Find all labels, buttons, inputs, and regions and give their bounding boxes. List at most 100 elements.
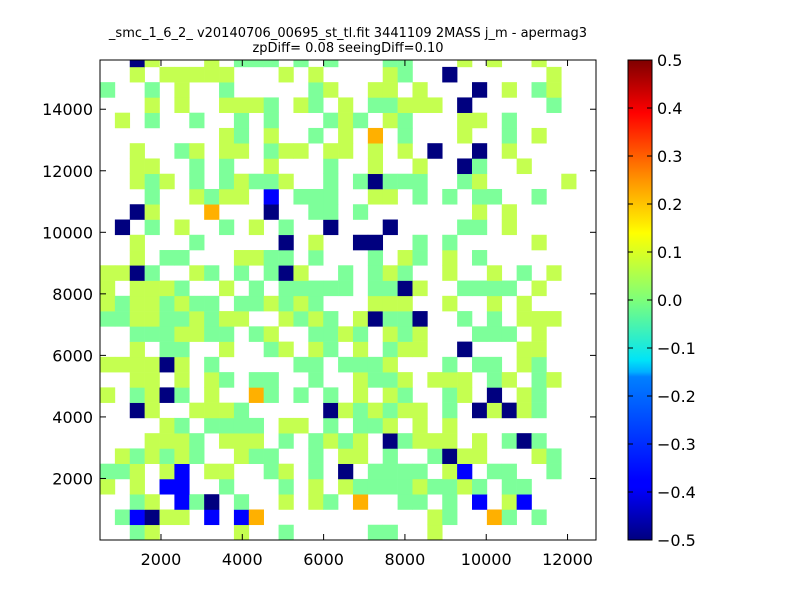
heatmap-cell	[100, 356, 116, 373]
heatmap-cell	[174, 372, 190, 388]
heatmap-cell	[412, 478, 428, 495]
heatmap-cell	[382, 402, 398, 419]
y-tick-label: 6000	[52, 346, 93, 365]
heatmap-cell	[486, 265, 503, 281]
heatmap-cell	[457, 372, 473, 388]
heatmap-cell	[501, 204, 517, 220]
heatmap-cell	[352, 402, 369, 419]
heatmap-cell	[486, 60, 503, 68]
heatmap-cell	[263, 463, 279, 480]
heatmap-cell	[382, 311, 398, 327]
heatmap-cell	[397, 295, 413, 312]
heatmap-cell	[129, 311, 145, 327]
heatmap-cell	[278, 295, 294, 312]
heatmap-cell	[263, 448, 279, 464]
heatmap-cell	[382, 97, 398, 113]
heatmap-cell	[531, 60, 547, 68]
heatmap-cell	[397, 387, 413, 403]
heatmap-cell	[486, 280, 503, 297]
heatmap-cell	[129, 265, 145, 281]
heatmap-cell	[189, 402, 205, 419]
heatmap-cell	[308, 82, 324, 98]
heatmap-cell	[159, 295, 175, 312]
heatmap-cell	[204, 387, 220, 403]
colorbar-tick-label: −0.1	[657, 339, 696, 358]
heatmap-cell	[174, 250, 190, 266]
y-tick-label: 8000	[52, 285, 93, 304]
heatmap-cell	[278, 463, 294, 480]
heatmap-cell	[219, 463, 235, 480]
heatmap-cell	[159, 250, 175, 266]
heatmap-cell	[129, 250, 145, 266]
heatmap-cell	[129, 204, 145, 220]
heatmap-cell	[144, 402, 160, 419]
heatmap-cell	[219, 188, 235, 205]
heatmap-cell	[501, 82, 517, 98]
heatmap-cell	[338, 143, 354, 159]
heatmap-cell	[308, 97, 324, 113]
heatmap-cell	[174, 219, 190, 236]
heatmap-cell	[546, 311, 562, 327]
heatmap-cell	[308, 127, 324, 144]
heatmap-cell	[144, 448, 160, 464]
heatmap-cell	[397, 250, 413, 266]
heatmap-cell	[233, 60, 250, 68]
heatmap-cell	[129, 463, 145, 480]
heatmap-cell	[516, 158, 532, 175]
heatmap-cell	[248, 295, 264, 312]
heatmap-cell	[174, 494, 190, 510]
heatmap-cell	[308, 494, 324, 510]
heatmap-cell	[472, 250, 488, 266]
heatmap-cell	[204, 463, 220, 480]
heatmap-cell	[516, 265, 532, 281]
heatmap-cell	[382, 280, 398, 297]
heatmap-cell	[412, 311, 428, 327]
heatmap-cell	[248, 417, 264, 434]
heatmap-cell	[189, 158, 205, 175]
heatmap-cell	[233, 143, 250, 159]
heatmap-cell	[412, 173, 428, 190]
heatmap-cell	[323, 280, 339, 297]
heatmap-cell	[189, 433, 205, 449]
x-tick-label: 12000	[542, 550, 593, 569]
heatmap-cell	[531, 280, 547, 297]
y-tick-label: 12000	[42, 162, 93, 181]
heatmap-cell	[189, 494, 205, 510]
heatmap-cells	[100, 60, 577, 541]
heatmap-cell	[174, 295, 190, 312]
heatmap-cell	[219, 402, 235, 419]
heatmap-cell	[352, 234, 369, 251]
heatmap-cell	[189, 112, 205, 129]
heatmap-cell	[308, 433, 324, 449]
heatmap-cell	[367, 311, 384, 327]
heatmap-cell	[352, 387, 369, 403]
heatmap-cell	[367, 250, 384, 266]
heatmap-cell	[323, 204, 339, 220]
heatmap-cell	[382, 173, 398, 190]
heatmap-cell	[397, 402, 413, 419]
heatmap-cell	[159, 433, 175, 449]
heatmap-cell	[308, 311, 324, 327]
heatmap-cell	[263, 265, 279, 281]
heatmap-cell	[144, 494, 160, 510]
heatmap-cell	[100, 295, 116, 312]
heatmap-cell	[516, 478, 532, 495]
heatmap-cell	[219, 280, 235, 297]
heatmap-cell	[397, 173, 413, 190]
heatmap-cell	[248, 60, 264, 68]
heatmap-cell	[442, 433, 458, 449]
heatmap-cell	[204, 188, 220, 205]
heatmap-cell	[516, 433, 532, 449]
heatmap-cell	[382, 188, 398, 205]
heatmap-cell	[308, 326, 324, 342]
heatmap-cell	[427, 143, 443, 159]
heatmap-cell	[352, 478, 369, 495]
heatmap-cell	[248, 448, 264, 464]
heatmap-cell	[546, 463, 562, 480]
y-tick-label: 14000	[42, 100, 93, 119]
heatmap-cell	[412, 494, 428, 510]
heatmap-cell	[472, 219, 488, 236]
heatmap-cell	[352, 326, 369, 342]
heatmap-cell	[174, 433, 190, 449]
heatmap-cell	[233, 250, 250, 266]
